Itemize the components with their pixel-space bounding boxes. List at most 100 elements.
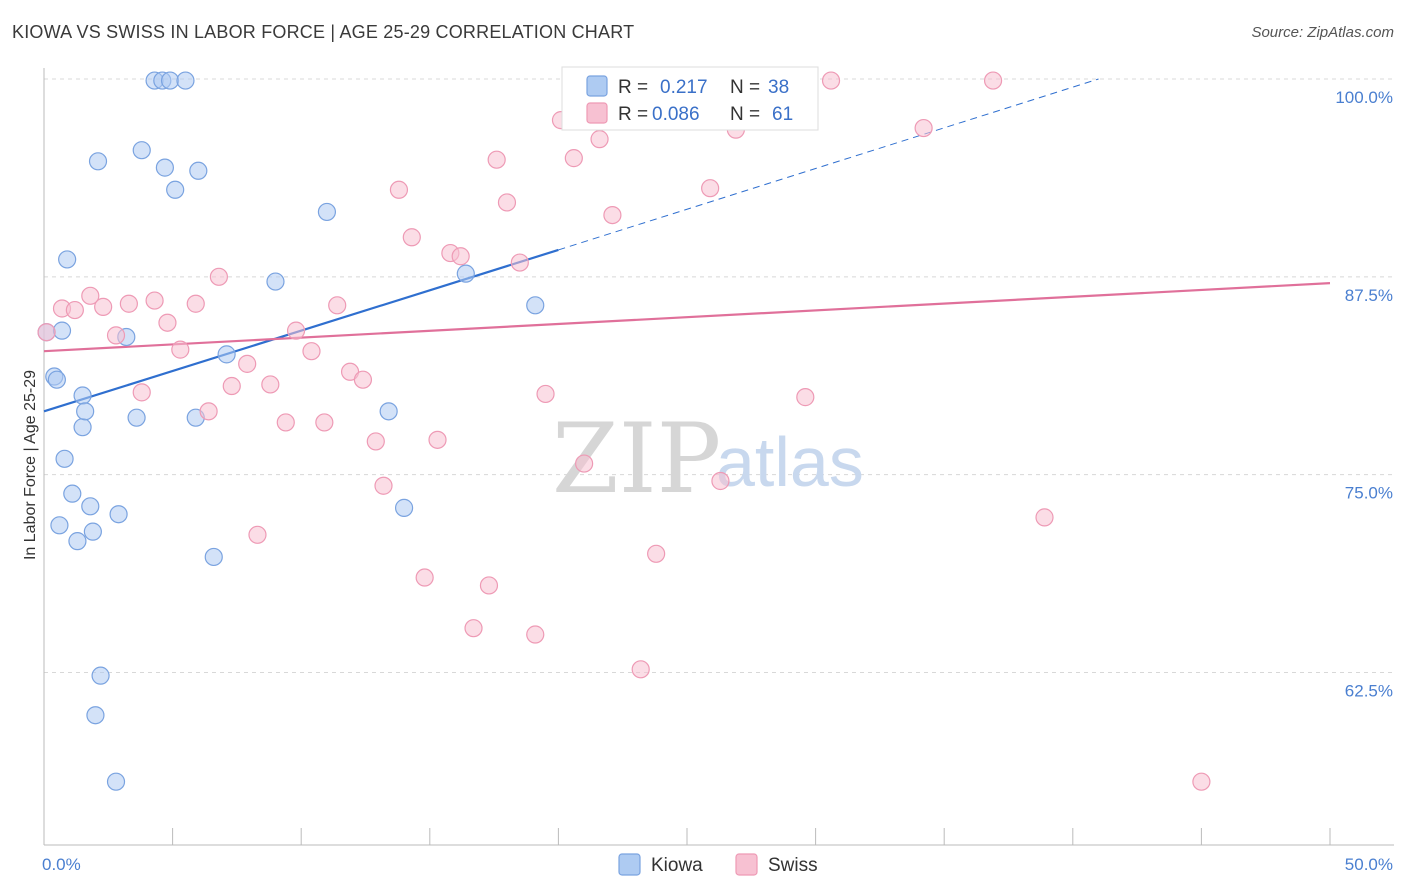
data-point-swiss <box>821 71 841 90</box>
data-point-kiowa <box>88 152 108 171</box>
data-point-swiss <box>158 313 177 332</box>
x-tick-label: 0.0% <box>42 855 81 874</box>
legend-swatch-kiowa <box>586 75 608 97</box>
data-point-swiss <box>276 413 295 432</box>
data-point-swiss <box>119 294 138 313</box>
data-point-swiss <box>209 267 228 286</box>
data-point-swiss <box>701 179 720 198</box>
data-point-swiss <box>1192 772 1211 791</box>
data-point-swiss <box>415 568 434 587</box>
data-point-swiss <box>428 430 447 449</box>
data-point-kiowa <box>73 386 92 405</box>
data-point-swiss <box>603 206 622 225</box>
data-point-swiss <box>479 576 499 595</box>
data-point-swiss <box>575 454 594 473</box>
data-point-swiss <box>261 375 280 394</box>
data-point-kiowa <box>76 402 95 421</box>
data-point-swiss <box>647 544 666 563</box>
trendline-swiss-solid <box>43 282 1331 353</box>
trendline-kiowa-dashed <box>558 78 1099 251</box>
x-tick-label: 50.0% <box>1345 855 1393 874</box>
data-point-swiss <box>81 286 100 305</box>
data-point-swiss <box>487 150 506 169</box>
data-point-kiowa <box>166 180 185 199</box>
data-point-kiowa <box>526 296 545 315</box>
data-point-kiowa <box>109 505 128 524</box>
y-tick-label: 75.0% <box>1345 484 1393 503</box>
data-point-kiowa <box>160 71 180 90</box>
data-point-swiss <box>914 118 933 138</box>
legend-n-value-kiowa: 38 <box>768 77 789 98</box>
data-point-kiowa <box>217 345 236 364</box>
data-point-swiss <box>451 247 470 266</box>
data-point-swiss <box>464 619 483 638</box>
y-tick-label: 62.5% <box>1345 681 1393 700</box>
data-point-swiss <box>631 660 650 679</box>
chart-title: KIOWA VS SWISS IN LABOR FORCE | AGE 25-2… <box>12 22 635 42</box>
data-point-swiss <box>186 294 205 313</box>
data-point-swiss <box>796 388 815 407</box>
bottom-legend-label-swiss: Swiss <box>768 855 818 876</box>
data-point-kiowa <box>68 532 87 551</box>
data-point-swiss <box>526 625 545 644</box>
data-point-swiss <box>222 376 241 396</box>
data-point-swiss <box>106 326 126 345</box>
legend-r-label-kiowa: R = <box>618 77 648 98</box>
data-point-swiss <box>328 296 347 315</box>
data-point-swiss <box>389 180 409 199</box>
data-point-swiss <box>145 291 164 310</box>
data-point-swiss <box>171 340 190 359</box>
data-point-swiss <box>199 402 218 421</box>
data-point-swiss <box>238 354 257 373</box>
data-point-kiowa <box>86 706 105 725</box>
legend-swatch-swiss <box>586 102 608 124</box>
data-point-swiss <box>497 193 517 212</box>
y-tick-label: 100.0% <box>1335 88 1393 107</box>
y-axis-label: In Labor Force | Age 25-29 <box>22 370 39 560</box>
legend-r-label-swiss: R = <box>618 104 648 125</box>
legend-r-value-swiss: 0.086 <box>652 104 700 125</box>
data-point-swiss <box>65 300 84 320</box>
data-point-swiss <box>402 228 421 247</box>
data-point-kiowa <box>63 484 82 503</box>
watermark-atlas: atlas <box>716 423 864 501</box>
data-point-swiss <box>564 149 583 168</box>
data-point-kiowa <box>81 497 100 516</box>
watermark: ZIP atlas <box>552 403 864 515</box>
data-point-kiowa <box>155 158 174 177</box>
legend-n-label-swiss: N = <box>730 104 760 125</box>
grid-layer <box>44 78 1394 673</box>
data-point-kiowa <box>91 666 110 685</box>
data-point-swiss <box>353 370 373 389</box>
data-point-kiowa <box>176 71 195 90</box>
bottom-legend-swatch-kiowa <box>618 853 641 876</box>
legend: R = 0.217 N = 38 R = 0.086 N = 61 <box>561 66 819 131</box>
data-point-swiss <box>536 384 555 404</box>
data-point-swiss <box>1035 508 1054 527</box>
data-point-swiss <box>315 413 334 432</box>
data-point-kiowa <box>127 408 146 427</box>
data-point-kiowa <box>317 202 337 222</box>
data-point-kiowa <box>50 516 69 535</box>
points-layer <box>37 71 1211 791</box>
y-tick-label: 87.5% <box>1345 286 1393 305</box>
data-point-kiowa <box>55 449 74 468</box>
data-point-kiowa <box>73 418 92 437</box>
data-point-kiowa <box>189 161 208 180</box>
bottom-legend-swatch-swiss <box>735 853 758 876</box>
data-point-swiss <box>286 321 306 340</box>
data-point-kiowa <box>266 272 285 291</box>
data-point-kiowa <box>83 522 102 541</box>
axes-layer <box>43 68 1394 846</box>
data-point-swiss <box>132 383 151 402</box>
data-point-kiowa <box>132 141 151 160</box>
data-point-swiss <box>983 71 1003 90</box>
data-point-kiowa <box>106 772 126 791</box>
data-point-swiss <box>248 525 267 544</box>
data-point-swiss <box>94 297 113 316</box>
data-point-swiss <box>374 476 393 495</box>
data-point-swiss <box>711 471 730 491</box>
data-point-kiowa <box>456 264 475 283</box>
tick-labels: 100.0% 87.5% 75.0% 62.5% 0.0% 50.0% <box>42 88 1393 874</box>
